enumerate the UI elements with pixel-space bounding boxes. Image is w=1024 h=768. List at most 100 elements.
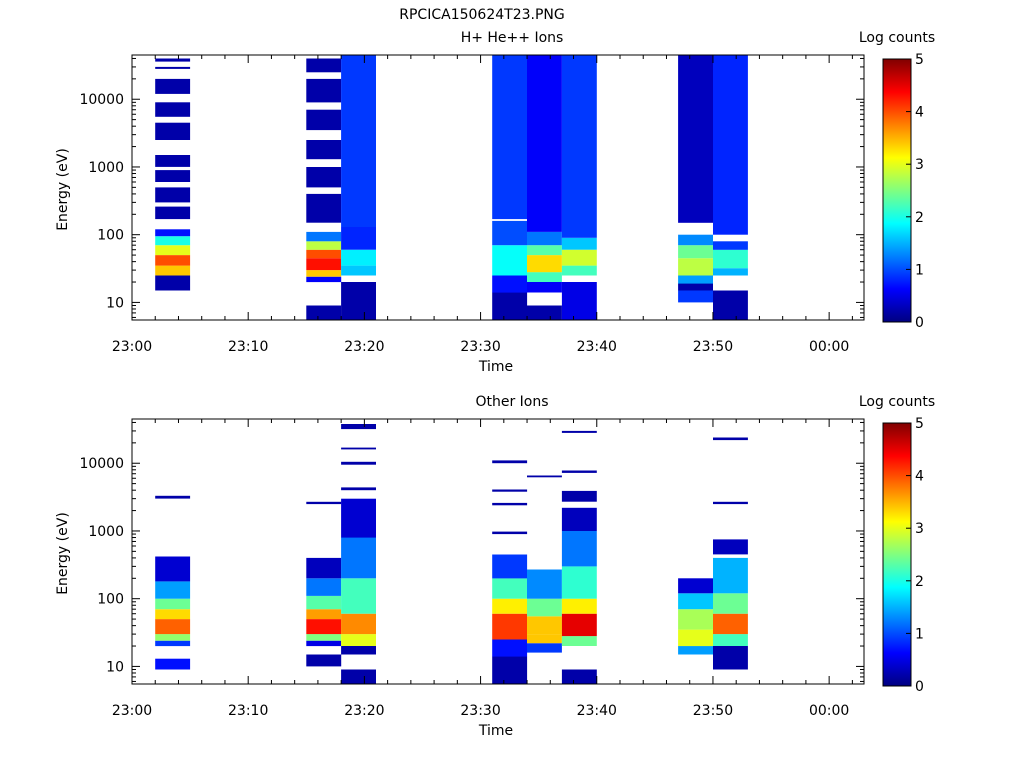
colorbar-label: Log counts: [859, 394, 935, 410]
panel-title: Other Ions: [475, 394, 548, 410]
heatmap-cell: [492, 554, 528, 579]
heatmap-cell: [155, 556, 191, 582]
heatmap-cell: [306, 270, 342, 277]
heatmap-cell: [155, 245, 191, 256]
heatmap-cell: [155, 658, 191, 670]
heatmap-cell: [155, 66, 191, 69]
colorbar-tick-label: 1: [915, 262, 924, 278]
heatmap-cell: [713, 241, 748, 250]
figure-title: RPCICA150624T23.PNG: [399, 7, 564, 23]
heatmap-cell: [306, 140, 342, 160]
heatmap-cell: [341, 55, 376, 227]
heatmap-cell: [155, 265, 191, 276]
heatmap-cell: [492, 598, 528, 614]
heatmap-cell: [155, 102, 191, 117]
x-tick-label: 23:00: [112, 339, 152, 355]
heatmap-cell: [306, 231, 342, 242]
heatmap-cell: [527, 598, 562, 617]
heatmap-cell: [713, 646, 748, 670]
heatmap-cell: [713, 55, 748, 235]
colorbar-tick-label: 2: [915, 574, 924, 590]
heatmap-cell: [306, 634, 342, 641]
heatmap-cell: [678, 258, 713, 276]
colorbar-tick-label: 5: [915, 416, 924, 432]
heatmap-cell: [492, 245, 528, 276]
colorbar-gradient: [882, 58, 912, 323]
heatmap-cell: [713, 557, 748, 594]
heatmap-cell: [713, 268, 748, 276]
heatmap-cell: [678, 629, 713, 647]
heatmap-cell: [561, 237, 597, 250]
colorbar-tick-label: 0: [915, 679, 924, 695]
heatmap-cell: [341, 578, 376, 614]
heatmap-cell: [155, 155, 191, 167]
heatmap-cell: [341, 613, 376, 635]
x-tick-label: 00:00: [809, 703, 849, 719]
colorbar-tick-label: 3: [915, 521, 924, 537]
y-tick-label: 1000: [88, 160, 124, 176]
heatmap-cell: [492, 460, 528, 464]
heatmap-cell: [306, 167, 342, 188]
heatmap-cell: [306, 249, 342, 259]
heatmap-cell: [713, 539, 748, 555]
heatmap-cell: [306, 595, 342, 610]
heatmap-cell: [306, 58, 342, 73]
y-tick-label: 10: [106, 295, 124, 311]
colorbar-tick-label: 4: [915, 105, 924, 121]
heatmap-cell: [678, 55, 713, 223]
heatmap-cell: [527, 282, 562, 293]
heatmap-cell: [341, 669, 376, 684]
heatmap-cell: [561, 55, 597, 238]
heatmap-cell: [561, 531, 597, 567]
colorbar-tick-label: 1: [915, 626, 924, 642]
heatmap-cell: [561, 470, 597, 473]
x-tick-label: 23:10: [228, 703, 268, 719]
heatmap-cell: [341, 646, 376, 655]
x-axis-label: Time: [478, 359, 513, 375]
heatmap-cell: [678, 593, 713, 610]
heatmap-cell: [561, 566, 597, 599]
heatmap-cell: [306, 276, 342, 283]
heatmap-cell: [561, 265, 597, 276]
heatmap-cell: [527, 55, 562, 232]
x-ticks: [131, 419, 853, 684]
x-tick-label: 23:30: [460, 339, 500, 355]
heatmap-cell: [155, 598, 191, 610]
heatmap-cell: [492, 613, 528, 640]
heatmap-cell: [341, 537, 376, 579]
heatmap-cell: [155, 122, 191, 140]
heatmap-cell: [492, 292, 528, 320]
y-tick-label: 10: [106, 659, 124, 675]
heatmap-cell: [492, 275, 528, 293]
x-tick-label: 23:50: [693, 703, 733, 719]
heatmap-cell: [561, 282, 597, 320]
y-tick-label: 100: [97, 592, 124, 608]
heatmap-cell: [561, 598, 597, 614]
heatmap-cell: [306, 619, 342, 635]
heatmap-cell: [713, 613, 748, 635]
heatmap-cell: [306, 305, 342, 320]
heatmap-cell: [678, 578, 713, 594]
heatmap-cell: [678, 283, 713, 291]
heatmap-cell: [306, 557, 342, 579]
heatmap-cell: [561, 613, 597, 637]
heatmap-cell: [155, 58, 191, 62]
heatmap-cell: [155, 170, 191, 182]
heatmap-cell: [341, 282, 376, 320]
heatmap-cell: [492, 656, 528, 684]
heatmap-cell: [306, 78, 342, 103]
heatmap-cell: [527, 255, 562, 273]
heatmap-cell: [713, 290, 748, 320]
x-tick-label: 23:10: [228, 339, 268, 355]
heatmap-cell: [306, 640, 342, 647]
heatmap-cell: [155, 275, 191, 291]
heatmap-cell: [306, 241, 342, 250]
heatmap-cell: [678, 245, 713, 259]
heatmap-cell: [306, 258, 342, 271]
heatmap-cell: [341, 265, 376, 276]
heatmap-cell: [306, 578, 342, 596]
heatmap-cell: [341, 498, 376, 538]
colorbar-tick-label: 4: [915, 469, 924, 485]
